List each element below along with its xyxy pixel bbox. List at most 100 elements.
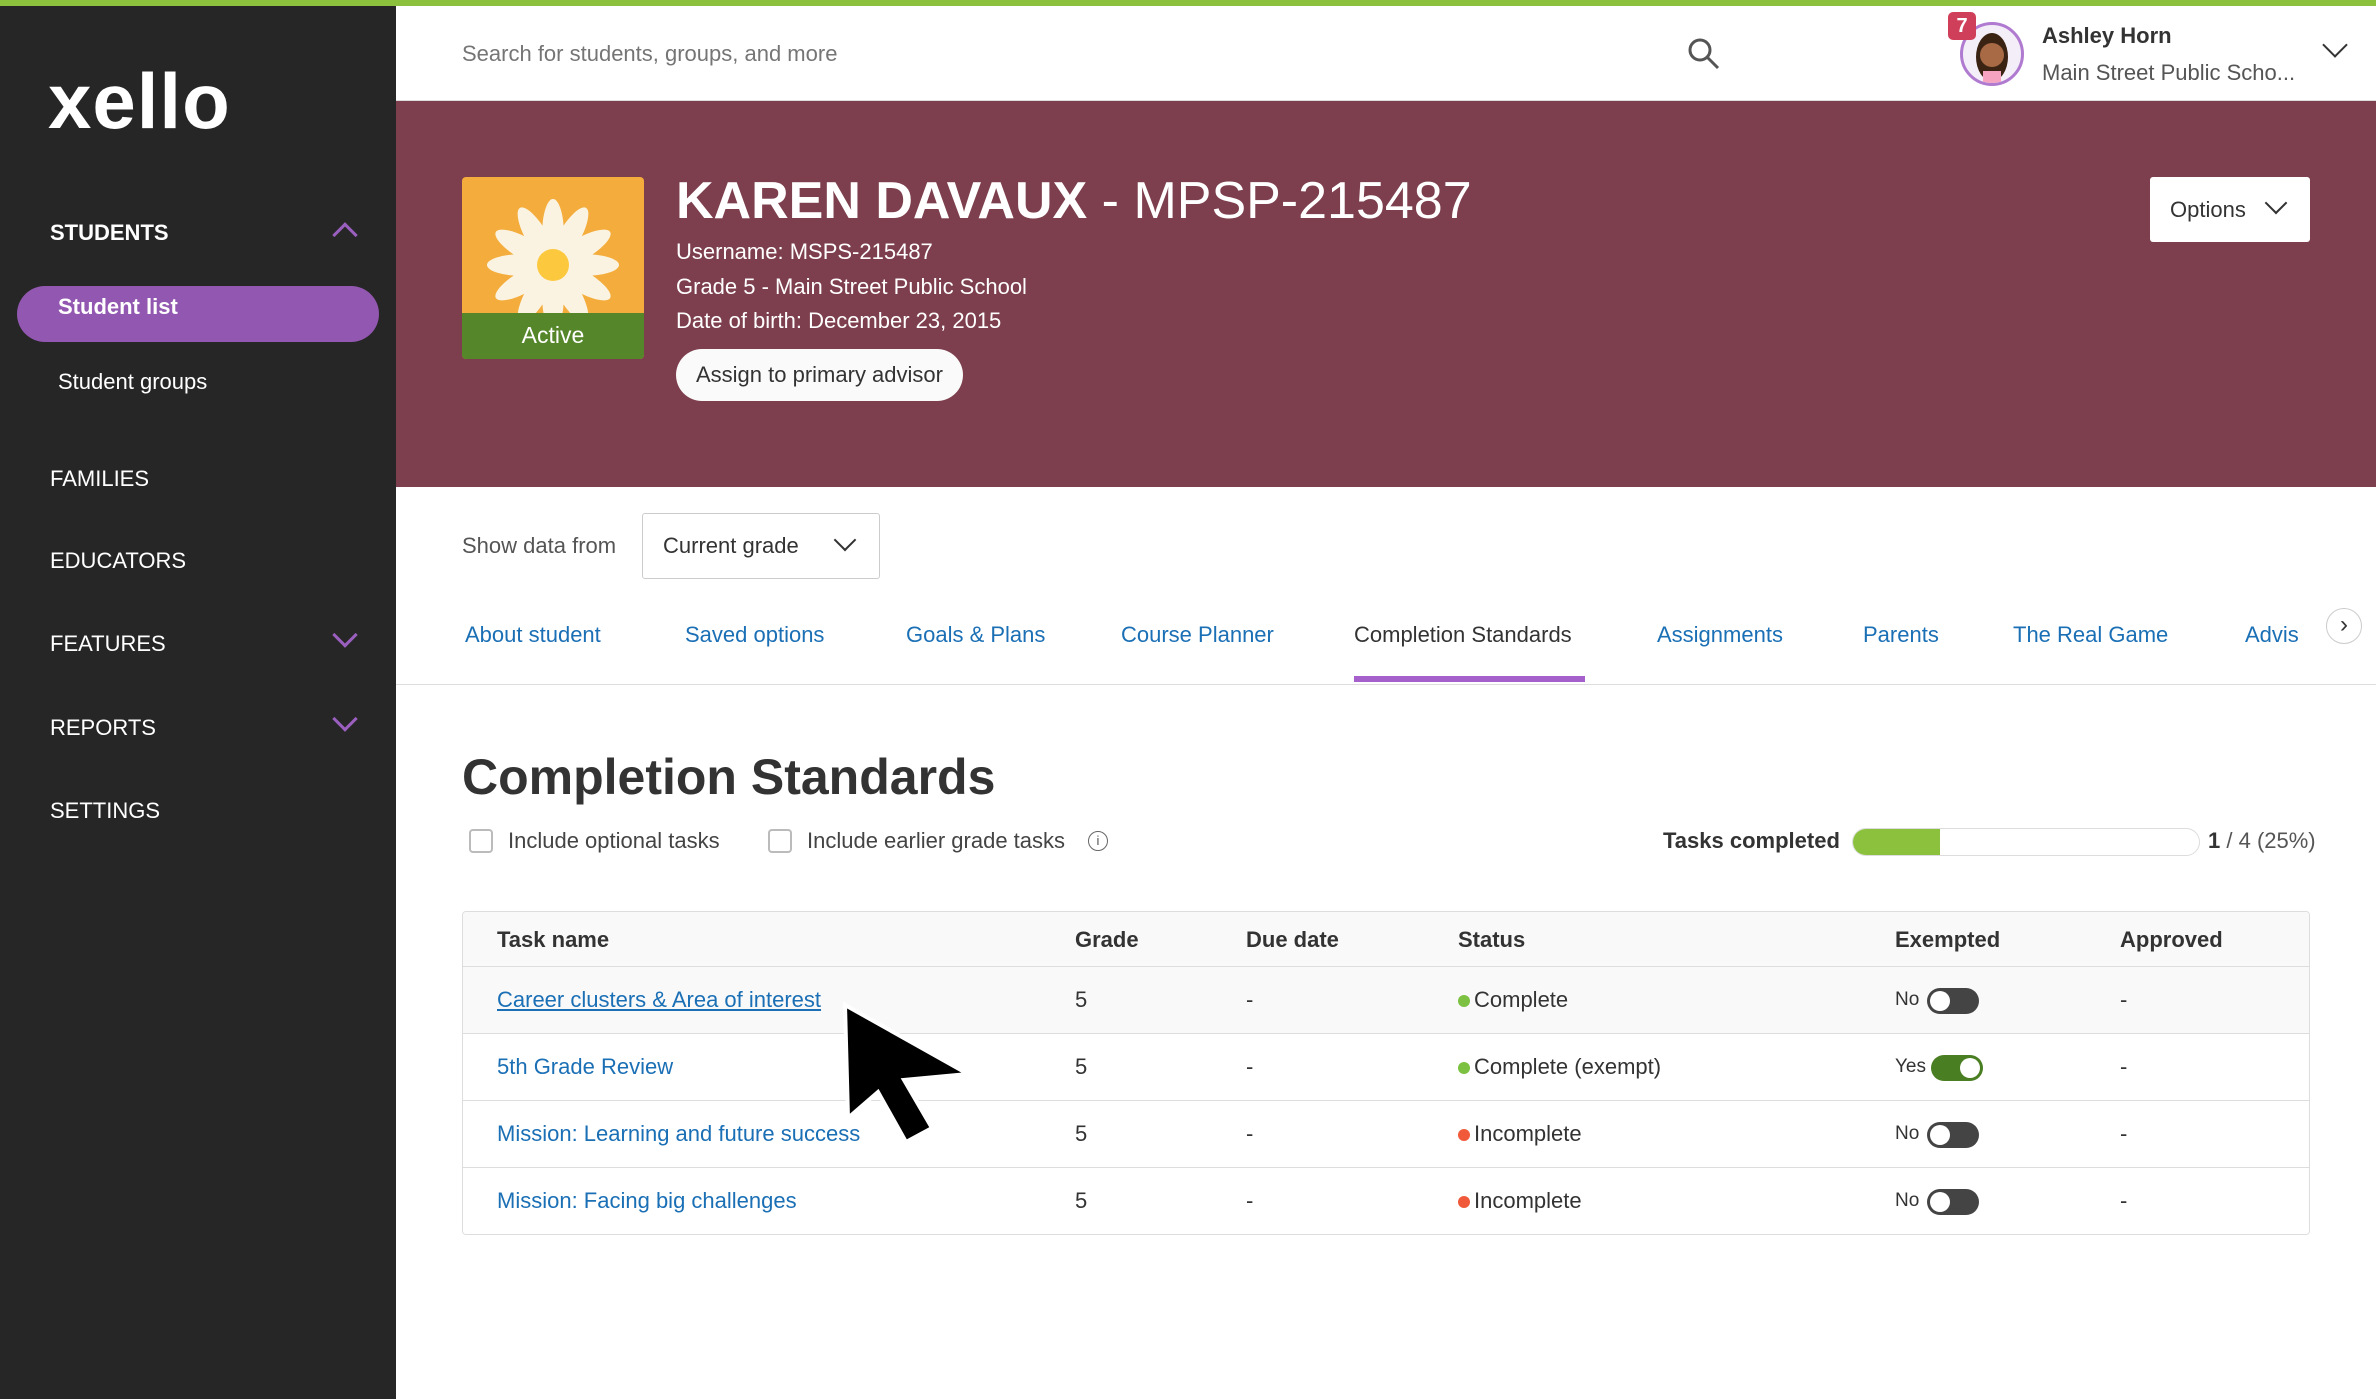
sidebar-item-label: Student list	[58, 294, 178, 319]
sidebar-item-reports[interactable]: REPORTS	[50, 715, 156, 740]
mouse-cursor-icon	[842, 1001, 975, 1145]
grade-select[interactable]: Current grade	[642, 513, 880, 579]
user-school: Main Street Public Scho...	[2042, 60, 2296, 85]
chevron-down-icon[interactable]	[332, 706, 358, 732]
task-approved: -	[2120, 987, 2128, 1012]
task-link[interactable]: Mission: Learning and future success	[497, 1121, 861, 1146]
search-input[interactable]	[462, 26, 1732, 82]
exempted-toggle[interactable]	[1927, 1122, 1979, 1148]
task-status: Incomplete	[1474, 1188, 1582, 1213]
task-grade: 5	[1075, 1188, 1088, 1213]
header-approved: Approved	[2120, 927, 2223, 952]
task-approved: -	[2120, 1188, 2128, 1213]
options-button[interactable]: Options	[2150, 177, 2310, 242]
optional-tasks-checkbox[interactable]	[469, 829, 493, 853]
task-grade: 5	[1075, 1121, 1088, 1146]
chevron-down-icon	[2264, 191, 2288, 215]
chevron-up-icon[interactable]	[332, 222, 358, 248]
tasks-completed-label: Tasks completed	[1663, 828, 1840, 853]
xello-logo: xello	[48, 57, 231, 145]
tab-assignments[interactable]: Assignments	[1657, 622, 1783, 647]
title-separator: -	[1101, 172, 1119, 230]
exempted-label: No	[1895, 989, 1920, 1010]
avatar[interactable]	[1960, 22, 2024, 86]
info-icon[interactable]: i	[1088, 831, 1108, 851]
exempted-label: No	[1895, 1123, 1920, 1144]
header-task-name: Task name	[497, 927, 610, 952]
top-bar: 7 Ashley Horn Main Street Public Scho...	[396, 6, 2376, 101]
tab-goals-plans[interactable]: Goals & Plans	[906, 622, 1046, 647]
tasks-progress-bar	[1852, 828, 2200, 856]
daisy-icon	[487, 199, 619, 331]
sidebar: xello STUDENTS Student list Student grou…	[0, 6, 396, 1399]
sidebar-item-families[interactable]: FAMILIES	[50, 466, 150, 491]
sidebar-item-student-groups[interactable]: Student groups	[58, 369, 208, 394]
grade-select-value: Current grade	[663, 533, 799, 558]
tabs-scroll-right-button[interactable]: ›	[2326, 608, 2362, 644]
status-dot-icon	[1458, 995, 1470, 1008]
task-link[interactable]: Career clusters & Area of interest	[497, 987, 822, 1012]
sidebar-item-settings[interactable]: SETTINGS	[50, 798, 161, 823]
task-link[interactable]: 5th Grade Review	[497, 1054, 674, 1079]
assign-advisor-button[interactable]: Assign to primary advisor	[676, 349, 963, 401]
earlier-tasks-label: Include earlier grade tasks	[807, 828, 1066, 853]
header-status: Status	[1458, 927, 1526, 952]
task-grade: 5	[1075, 1054, 1088, 1079]
student-grade: Grade 5 - Main Street Public School	[676, 274, 1027, 299]
show-data-label: Show data from	[462, 533, 617, 558]
task-due-date: -	[1246, 1054, 1254, 1079]
student-username: Username: MSPS-215487	[676, 239, 933, 264]
tab-course-planner[interactable]: Course Planner	[1121, 622, 1274, 647]
task-due-date: -	[1246, 1188, 1254, 1213]
status-badge: Active	[462, 313, 644, 359]
task-status: Complete (exempt)	[1474, 1054, 1662, 1079]
sidebar-item-student-list[interactable]	[17, 286, 379, 342]
user-name: Ashley Horn	[2042, 23, 2172, 48]
exempted-label: Yes	[1895, 1056, 1926, 1077]
optional-tasks-label: Include optional tasks	[508, 828, 720, 853]
task-status: Complete	[1474, 987, 1569, 1012]
table-row: Mission: Learning and future success 5 - In…	[463, 1101, 2309, 1168]
chevron-down-icon[interactable]	[332, 622, 358, 648]
page-title: KAREN DAVAUX - MPSP-215487	[676, 171, 1472, 231]
status-dot-icon	[1458, 1062, 1470, 1075]
tasks-completed-total: / 4 (25%)	[2226, 828, 2316, 853]
tab-completion-standards[interactable]: Completion Standards	[1354, 622, 1572, 647]
tab-about-student[interactable]: About student	[465, 622, 601, 647]
tab-parents[interactable]: Parents	[1863, 622, 1939, 647]
task-due-date: -	[1246, 987, 1254, 1012]
top-accent-bar	[0, 0, 2376, 6]
task-grade: 5	[1075, 987, 1088, 1012]
tab-advisor[interactable]: Advis	[2245, 622, 2299, 647]
exempted-toggle[interactable]	[1927, 1189, 1979, 1215]
tasks-completed-count: 1	[2208, 828, 2221, 853]
table-row: Career clusters & Area of interest 5 - Comp…	[463, 967, 2309, 1034]
student-header: Active KAREN DAVAUX - MPSP-215487 Userna…	[396, 101, 2376, 487]
exempted-toggle[interactable]	[1931, 1055, 1983, 1081]
exempted-toggle[interactable]	[1927, 988, 1979, 1014]
chevron-down-icon[interactable]	[2322, 32, 2348, 58]
chevron-down-icon	[833, 528, 857, 552]
search-icon[interactable]	[1686, 36, 1722, 72]
sidebar-item-educators[interactable]: EDUCATORS	[50, 548, 187, 573]
exempted-label: No	[1895, 1190, 1920, 1211]
options-label: Options	[2170, 197, 2246, 222]
active-tab-indicator	[1354, 676, 1585, 682]
student-id: MPSP-215487	[1133, 172, 1472, 230]
table-row: Mission: Facing big challenges 5 - Incomple…	[463, 1168, 2309, 1234]
task-status: Incomplete	[1474, 1121, 1582, 1146]
status-dot-icon	[1458, 1196, 1470, 1209]
student-photo: Active	[462, 177, 644, 359]
notification-badge[interactable]: 7	[1948, 12, 1976, 40]
tab-the-real-game[interactable]: The Real Game	[2013, 622, 2169, 647]
tab-saved-options[interactable]: Saved options	[685, 622, 825, 647]
header-exempted: Exempted	[1895, 927, 2001, 952]
tasks-table: Task name Grade Due date Status Exempted…	[462, 911, 2310, 1235]
tabs-divider	[396, 684, 2376, 685]
earlier-tasks-checkbox[interactable]	[768, 829, 792, 853]
student-name: KAREN DAVAUX	[676, 172, 1088, 230]
sidebar-item-features[interactable]: FEATURES	[50, 631, 166, 656]
task-due-date: -	[1246, 1121, 1254, 1146]
task-link[interactable]: Mission: Facing big challenges	[497, 1188, 797, 1213]
sidebar-item-students[interactable]: STUDENTS	[50, 220, 169, 245]
